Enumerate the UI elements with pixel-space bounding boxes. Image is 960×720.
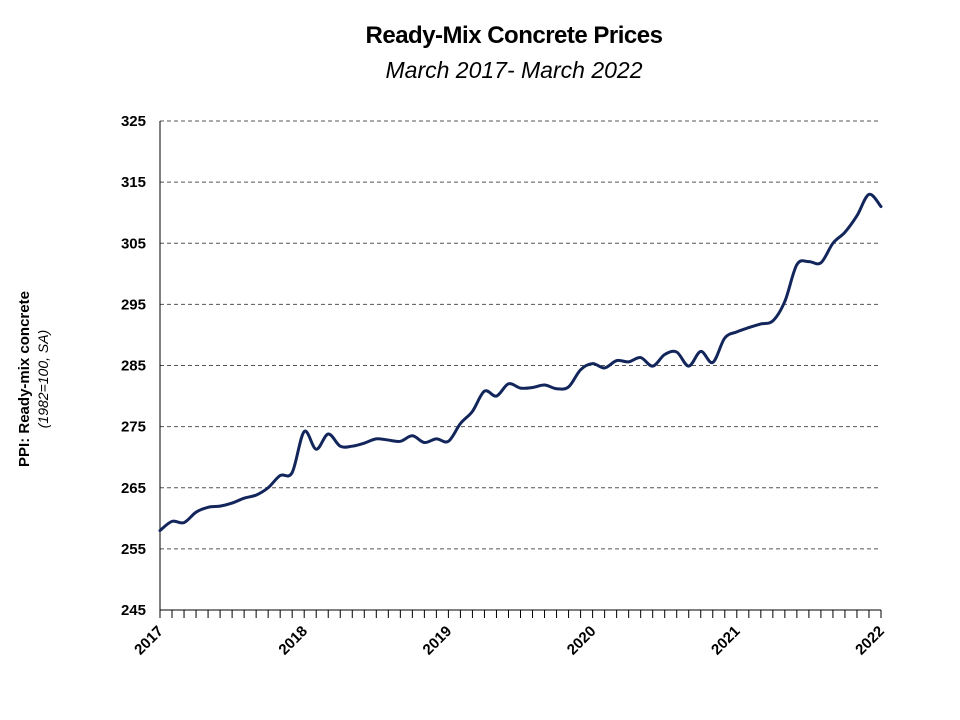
data-point (315, 448, 317, 450)
chart-title: Ready-Mix Concrete Prices (365, 22, 663, 49)
data-point (748, 326, 750, 328)
data-point (339, 445, 341, 447)
data-point (279, 474, 281, 476)
y-tick-label: 305 (121, 235, 146, 252)
chart-subtitle: March 2017- March 2022 (385, 57, 643, 83)
data-point (579, 369, 581, 371)
data-point (459, 422, 461, 424)
data-point (519, 387, 521, 389)
data-point (531, 386, 533, 388)
data-point (760, 323, 762, 325)
data-point (651, 365, 653, 367)
data-point (171, 520, 173, 522)
y-tick-label: 325 (121, 113, 146, 130)
y-tick-label: 245 (121, 602, 146, 619)
y-tick-label: 315 (121, 174, 146, 191)
data-point (844, 231, 846, 233)
data-point (784, 300, 786, 302)
data-point (351, 445, 353, 447)
data-point (567, 386, 569, 388)
data-point (399, 440, 401, 442)
x-tick-label: 2019 (420, 623, 456, 659)
data-point (627, 361, 629, 363)
data-point (195, 511, 197, 513)
data-point (712, 361, 714, 363)
data-point (856, 215, 858, 217)
data-point (231, 502, 233, 504)
x-tick-label: 2017 (131, 623, 167, 659)
data-point (423, 441, 425, 443)
data-point (796, 263, 798, 265)
data-point (387, 439, 389, 441)
data-point (676, 351, 678, 353)
data-point (615, 359, 617, 361)
series-line (158, 192, 883, 533)
data-point (772, 320, 774, 322)
data-point (159, 529, 161, 531)
x-tick-label: 2020 (564, 623, 600, 659)
data-point (363, 442, 365, 444)
data-point (724, 337, 726, 339)
data-point (700, 350, 702, 352)
x-tick-label: 2022 (852, 623, 888, 659)
data-point (411, 435, 413, 437)
data-point (880, 205, 882, 207)
data-point (639, 356, 641, 358)
data-point (832, 242, 834, 244)
data-point (555, 388, 557, 390)
data-point (435, 438, 437, 440)
x-tick-label: 2021 (708, 623, 744, 659)
data-point (207, 506, 209, 508)
data-point (243, 497, 245, 499)
data-point (664, 353, 666, 355)
data-point (267, 487, 269, 489)
data-point (603, 367, 605, 369)
data-point (291, 471, 293, 473)
data-point (543, 384, 545, 386)
data-point (183, 521, 185, 523)
y-tick-label: 295 (121, 296, 146, 313)
data-point (255, 494, 257, 496)
data-point (591, 362, 593, 364)
y-tick-label: 285 (121, 358, 146, 375)
y-tick-label: 265 (121, 480, 146, 497)
data-point (495, 395, 497, 397)
data-point (688, 365, 690, 367)
data-point (868, 193, 870, 195)
data-point (507, 383, 509, 385)
y-tick-label: 275 (121, 419, 146, 436)
y-tick-label: 255 (121, 541, 146, 558)
data-point (447, 440, 449, 442)
data-point (820, 262, 822, 264)
data-point (327, 433, 329, 435)
data-point (471, 410, 473, 412)
data-point (219, 505, 221, 507)
data-point (375, 438, 377, 440)
data-point (483, 390, 485, 392)
data-point (303, 430, 305, 432)
data-point (736, 331, 738, 333)
data-point (808, 260, 810, 262)
x-tick-label: 2018 (275, 623, 311, 659)
